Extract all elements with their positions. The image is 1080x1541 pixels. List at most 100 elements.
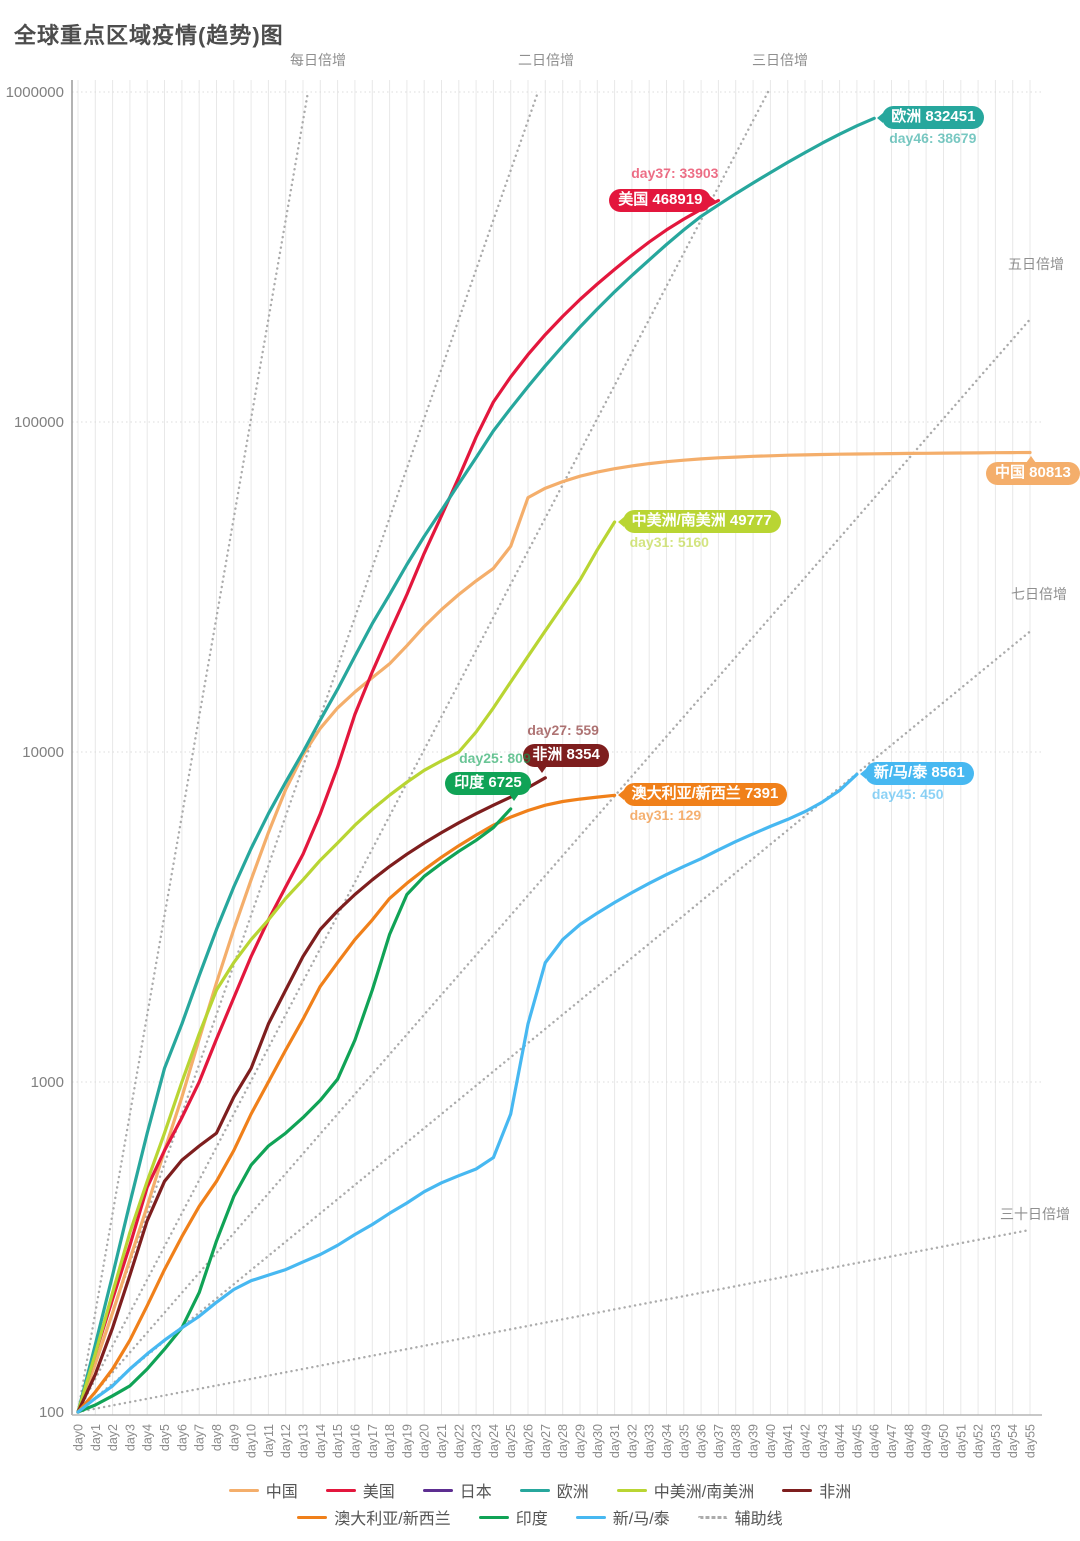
series-line-7 [76,807,513,1414]
svg-text:1000: 1000 [31,1074,64,1091]
svg-text:day34: day34 [660,1424,674,1458]
legend-item-印度[interactable]: 印度 [478,1505,548,1529]
legend-item-新/马/泰[interactable]: 新/马/泰 [575,1505,670,1529]
legend-item-label: 日本 [459,1484,492,1501]
svg-text:day50: day50 [937,1424,951,1458]
svg-text:day9: day9 [227,1424,241,1451]
series-line-4 [76,520,617,1414]
svg-text:day14: day14 [314,1424,328,1458]
svg-text:day11: day11 [262,1424,276,1457]
aux-doubling-lines [76,90,1032,1414]
svg-text:day2: day2 [106,1424,120,1451]
svg-text:day45: day45 [850,1424,864,1458]
svg-text:day49: day49 [920,1424,934,1458]
legend-item-label: 辅助线 [734,1511,783,1528]
legend-item-澳大利亚/新西兰[interactable]: 澳大利亚/新西兰 [297,1505,451,1529]
legend-dotted-line-swatch [697,1515,728,1519]
svg-text:day47: day47 [885,1424,899,1458]
svg-text:100000: 100000 [14,414,64,431]
svg-text:day27: day27 [539,1424,553,1458]
svg-text:day6: day6 [175,1424,189,1451]
legend-item-label: 欧洲 [556,1484,589,1501]
svg-text:day23: day23 [470,1424,484,1458]
svg-text:day33: day33 [643,1424,657,1458]
legend-item-非洲[interactable]: 非洲 [782,1478,851,1502]
svg-text:day32: day32 [625,1424,639,1458]
legend-line-swatch [782,1488,813,1492]
svg-text:day8: day8 [210,1424,224,1451]
legend-line-swatch [228,1488,259,1492]
legend-item-label: 中美洲/南美洲 [653,1484,755,1501]
svg-text:day25: day25 [504,1424,518,1458]
svg-text:day31: day31 [608,1424,622,1458]
legend-line-swatch [478,1515,509,1519]
svg-text:day15: day15 [331,1424,345,1458]
svg-text:day39: day39 [747,1424,761,1458]
svg-text:day13: day13 [297,1424,311,1458]
svg-text:day40: day40 [764,1424,778,1458]
legend-item-label: 中国 [265,1484,298,1501]
svg-text:day20: day20 [418,1424,432,1458]
svg-text:day29: day29 [574,1424,588,1458]
svg-text:day38: day38 [729,1424,743,1458]
svg-text:day35: day35 [677,1424,691,1458]
svg-text:day42: day42 [799,1424,813,1458]
svg-text:day28: day28 [556,1424,570,1458]
svg-text:10000: 10000 [22,744,64,761]
series-line-5 [76,776,547,1414]
legend-item-中美洲/南美洲[interactable]: 中美洲/南美洲 [616,1478,755,1502]
svg-text:day22: day22 [452,1424,466,1458]
svg-text:day26: day26 [522,1424,536,1458]
svg-text:day17: day17 [366,1424,380,1458]
svg-text:day44: day44 [833,1424,847,1458]
svg-text:day10: day10 [245,1424,259,1458]
svg-text:day4: day4 [141,1424,155,1451]
legend-row: 中国 美国 日本 欧洲 中美洲/南美洲 非洲 [228,1478,851,1502]
svg-text:day37: day37 [712,1424,726,1458]
series-line-0 [76,450,1032,1414]
svg-text:day19: day19 [400,1424,414,1458]
legend-item-label: 印度 [515,1511,548,1528]
svg-text:1000000: 1000000 [6,84,64,101]
legend: 中国 美国 日本 欧洲 中美洲/南美洲 非洲澳大利亚/新西兰 印度 新/马/泰 辅助线 [0,1478,1080,1529]
svg-text:day48: day48 [902,1424,916,1458]
legend-line-swatch [325,1488,356,1492]
y-axis-labels: 1000000 100000 10000 1000 100 [6,84,64,1421]
svg-text:day30: day30 [591,1424,605,1458]
legend-line-swatch [575,1515,606,1519]
svg-text:day51: day51 [954,1424,968,1458]
grid-horizontal [72,91,1042,1083]
svg-text:100: 100 [39,1404,64,1421]
grid-vertical [77,80,1031,1415]
legend-item-日本[interactable]: 日本 [422,1478,492,1502]
legend-line-swatch [519,1488,550,1492]
legend-item-中国[interactable]: 中国 [228,1478,298,1502]
svg-text:day7: day7 [193,1424,207,1451]
legend-line-swatch [297,1515,328,1519]
svg-text:day36: day36 [695,1424,709,1458]
svg-text:day53: day53 [989,1424,1003,1458]
series-line-3 [76,116,876,1414]
legend-item-美国[interactable]: 美国 [325,1478,395,1502]
svg-text:day16: day16 [348,1424,362,1458]
svg-text:day46: day46 [868,1424,882,1458]
legend-item-label: 澳大利亚/新西兰 [334,1511,451,1528]
svg-text:day54: day54 [1006,1424,1020,1458]
svg-text:day3: day3 [123,1424,137,1451]
svg-text:day18: day18 [383,1424,397,1458]
svg-text:day41: day41 [781,1424,795,1458]
svg-text:day0: day0 [72,1424,86,1451]
legend-item-辅助线[interactable]: 辅助线 [697,1505,783,1529]
legend-row: 澳大利亚/新西兰 印度 新/马/泰 辅助线 [297,1505,783,1529]
svg-text:day1: day1 [89,1424,103,1451]
legend-item-label: 新/马/泰 [612,1511,670,1528]
series-line-8 [76,772,859,1414]
svg-text:day43: day43 [816,1424,830,1458]
svg-text:day21: day21 [435,1424,449,1458]
series-line-6 [76,793,617,1414]
svg-text:day52: day52 [972,1424,986,1458]
legend-item-欧洲[interactable]: 欧洲 [519,1478,589,1502]
legend-item-label: 美国 [362,1484,395,1501]
svg-text:day12: day12 [279,1424,293,1458]
